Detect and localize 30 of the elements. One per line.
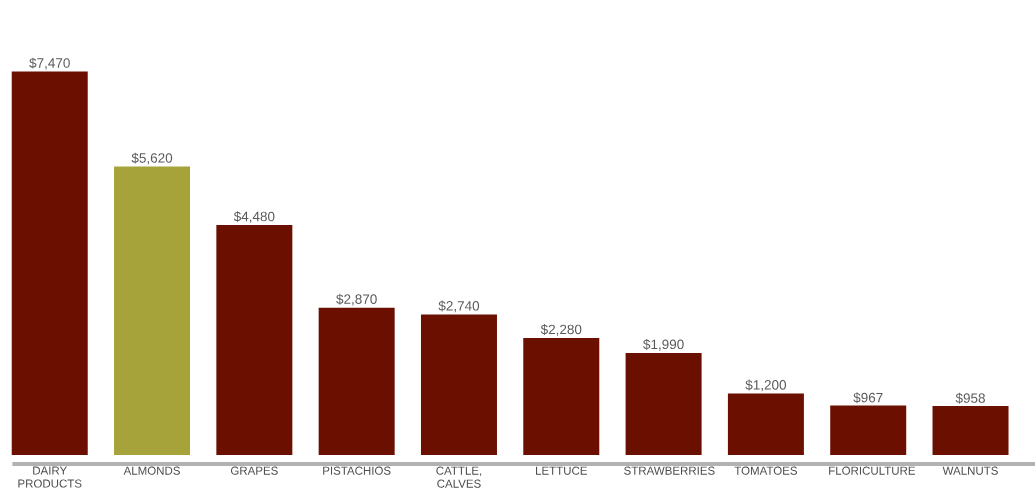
data-label: $958 (955, 392, 985, 404)
bar (625, 352, 702, 456)
x-tick-label: FLORICULTURE (829, 466, 916, 475)
x-tick-label: TOMATOES (734, 466, 798, 475)
bar (932, 405, 1009, 456)
data-label: $4,480 (233, 211, 275, 223)
data-label: $7,470 (29, 57, 70, 70)
x-tick-label: STRAWBERRIES (624, 466, 715, 475)
data-label: $5,620 (131, 152, 173, 165)
x-tick-label: WALNUTS (942, 466, 998, 475)
bar (420, 314, 497, 456)
bar (216, 225, 293, 456)
bar (523, 338, 600, 456)
data-label: $2,870 (336, 293, 377, 306)
x-tick-label: PISTACHIOS (323, 466, 391, 475)
bar (114, 166, 191, 456)
bar (830, 405, 907, 456)
data-label: $2,740 (438, 300, 480, 313)
data-label: $1,990 (643, 338, 684, 351)
bar (318, 307, 395, 456)
bar (727, 393, 804, 456)
x-tick-label: GRAPES (230, 466, 278, 475)
bar (11, 71, 88, 456)
x-tick-label: LETTUCE (536, 466, 587, 475)
x-tick-label: ALMONDS (123, 466, 180, 475)
data-label: $1,200 (745, 379, 787, 392)
x-tick-label: DAIRY PRODUCTS (18, 466, 82, 488)
data-label: $2,280 (540, 324, 582, 336)
data-label: $967 (853, 392, 883, 404)
x-tick-label: CATTLE, CALVES (436, 466, 482, 488)
